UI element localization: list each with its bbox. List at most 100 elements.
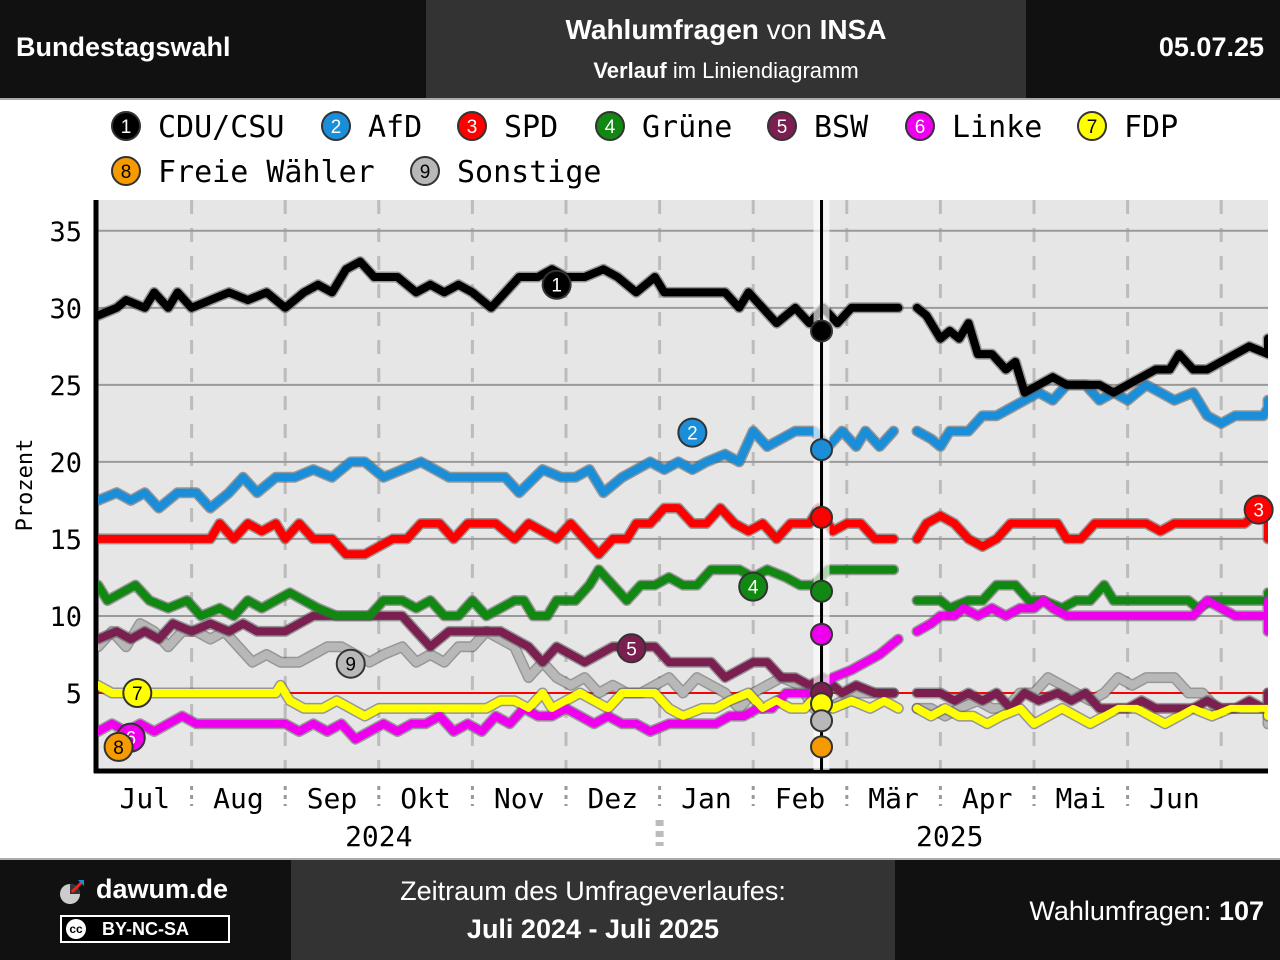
election-result-marker [810, 709, 834, 733]
legend-entry-label: Freie Wähler [158, 155, 375, 190]
series-line-fdp-front [98, 681, 902, 720]
poll-count: Wahlumfragen: 107 [1029, 896, 1264, 927]
legend-marker [767, 111, 797, 141]
legend-marker-number: 5 [777, 117, 788, 138]
series-label-marker [1243, 494, 1274, 525]
header-divider [0, 98, 1280, 100]
legend-marker-number: 3 [467, 117, 478, 138]
y-tick-label: 30 [49, 294, 82, 325]
license-badge[interactable]: cc BY-NC-SA [60, 915, 230, 943]
legend-marker-number: 9 [420, 162, 431, 183]
election-result-marker [810, 735, 834, 759]
legend-entry-label: Sonstige [457, 155, 602, 190]
legend-marker [111, 111, 141, 141]
series-line-before-election [98, 504, 898, 559]
y-tick-label: 15 [49, 525, 82, 556]
subtitle-part-1: Verlauf [593, 58, 667, 83]
legend-marker-number: 1 [121, 117, 132, 138]
footer-divider [0, 858, 1280, 860]
election-result-marker [810, 505, 834, 529]
series-line-after-election [913, 380, 1268, 451]
legend-entry-label: AfD [368, 110, 422, 145]
year-label: 2024 [345, 820, 412, 853]
series-label-marker [103, 731, 134, 762]
legend-entry-label: CDU/CSU [158, 110, 284, 145]
election-result-marker [810, 319, 834, 343]
legend-entry-label: Linke [952, 110, 1042, 145]
header-center-panel [426, 0, 1026, 98]
x-tick-label: Nov [494, 782, 545, 815]
legend-marker-number: 2 [331, 117, 342, 138]
poll-count-value: 107 [1218, 896, 1264, 926]
series-label-marker [335, 648, 366, 679]
series-label-number: 5 [626, 639, 637, 660]
legend-marker [457, 111, 487, 141]
series-label-number: 1 [551, 276, 562, 297]
series-label-marker [541, 269, 572, 300]
legend-entry-label: SPD [504, 110, 558, 145]
series-label-number: 2 [687, 424, 698, 445]
series-label-marker [738, 571, 769, 602]
chart-title: Wahlumfragen von INSA [426, 14, 1026, 46]
series-line-before-election [98, 427, 898, 513]
legend-marker [111, 156, 141, 186]
series-line-before-election [98, 565, 898, 620]
legend-marker [1077, 111, 1107, 141]
x-tick-label: Dez [588, 782, 639, 815]
subtitle-part-2: im Liniendiagramm [666, 58, 859, 83]
series-line-after-election [913, 581, 1268, 613]
series-group [98, 256, 1268, 745]
chart-subtitle: Verlauf im Liniendiagramm [426, 58, 1026, 84]
x-tick-label: Jul [120, 782, 171, 815]
election-result-marker [810, 579, 834, 603]
y-tick-label: 35 [49, 217, 82, 248]
legend-entry-label: FDP [1124, 110, 1178, 145]
year-label: 2025 [916, 820, 983, 853]
legend-marker [321, 111, 351, 141]
footer-center-panel [291, 860, 895, 960]
series-line-before-election [98, 611, 898, 697]
cc-icon: cc [66, 919, 86, 939]
legend-marker [595, 111, 625, 141]
x-tick-label: Jan [681, 782, 732, 815]
series-line-after-election [913, 303, 1268, 397]
poll-count-label: Wahlumfragen: [1029, 896, 1219, 926]
title-part-1: Wahlumfragen [565, 14, 759, 45]
series-line-after-election [913, 596, 1268, 636]
election-name: Bundestagswahl [16, 32, 231, 62]
title-part-3: INSA [819, 14, 887, 45]
legend-marker-number: 4 [605, 117, 616, 138]
legend-marker [905, 111, 935, 141]
y-tick-label: 25 [49, 371, 82, 402]
legend-marker-number: 6 [915, 117, 926, 138]
series-label-marker [122, 677, 153, 708]
series-label-marker [616, 633, 647, 664]
x-tick-label: Mär [868, 782, 919, 815]
legend-marker-number: 8 [121, 162, 132, 183]
x-tick-label: Mai [1056, 782, 1107, 815]
series-line-before-election [98, 257, 903, 328]
election-result-marker [810, 438, 834, 462]
legend-marker [410, 156, 440, 186]
series-label-number: 3 [1253, 501, 1264, 522]
site-name[interactable]: dawum.de [96, 874, 229, 904]
date-label: 05.07.25 [1158, 32, 1264, 62]
series-label-number: 9 [345, 655, 356, 676]
legend-marker-number: 7 [1087, 117, 1098, 138]
x-tick-label: Aug [213, 782, 264, 815]
dawum-logo-icon [60, 880, 84, 904]
period-label: Zeitraum des Umfrageverlaufes: [400, 876, 786, 906]
legend-entry-label: Grüne [642, 110, 732, 145]
election-result-marker [810, 622, 834, 646]
series-line-fdp-front [913, 704, 1268, 728]
y-axis-label: Prozent [13, 439, 38, 532]
title-part-2: von [758, 14, 820, 45]
y-tick-label: 5 [66, 679, 82, 710]
series-label-number: 4 [748, 578, 759, 599]
x-tick-label: Okt [400, 782, 451, 815]
series-label-marker [677, 417, 708, 448]
series-label-number: 8 [113, 738, 124, 759]
x-tick-label: Feb [775, 782, 826, 815]
x-tick-label: Jun [1149, 782, 1200, 815]
